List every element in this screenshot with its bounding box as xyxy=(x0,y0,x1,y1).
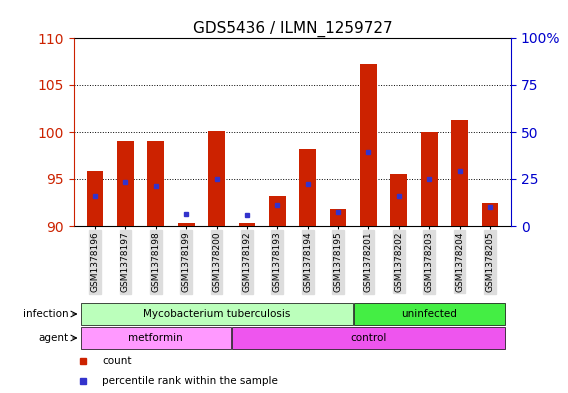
Bar xyxy=(330,209,346,226)
Text: control: control xyxy=(350,333,387,343)
Bar xyxy=(360,64,377,226)
Text: agent: agent xyxy=(38,333,68,343)
Bar xyxy=(178,223,195,226)
Text: count: count xyxy=(102,356,132,366)
FancyBboxPatch shape xyxy=(354,303,504,325)
Bar xyxy=(299,149,316,226)
FancyBboxPatch shape xyxy=(81,303,353,325)
FancyBboxPatch shape xyxy=(232,327,504,349)
Title: GDS5436 / ILMN_1259727: GDS5436 / ILMN_1259727 xyxy=(193,20,392,37)
Text: percentile rank within the sample: percentile rank within the sample xyxy=(102,376,278,386)
Text: Mycobacterium tuberculosis: Mycobacterium tuberculosis xyxy=(143,309,290,319)
Bar xyxy=(390,174,407,226)
Text: metformin: metformin xyxy=(128,333,183,343)
FancyBboxPatch shape xyxy=(81,327,231,349)
Bar xyxy=(148,141,164,226)
Bar xyxy=(117,141,134,226)
Bar xyxy=(482,202,498,226)
Bar xyxy=(451,120,468,226)
Bar xyxy=(239,223,255,226)
Text: infection: infection xyxy=(23,309,68,319)
Bar xyxy=(87,171,103,226)
Bar xyxy=(208,131,225,226)
Text: uninfected: uninfected xyxy=(401,309,457,319)
Bar xyxy=(421,132,437,226)
Bar xyxy=(269,196,286,226)
